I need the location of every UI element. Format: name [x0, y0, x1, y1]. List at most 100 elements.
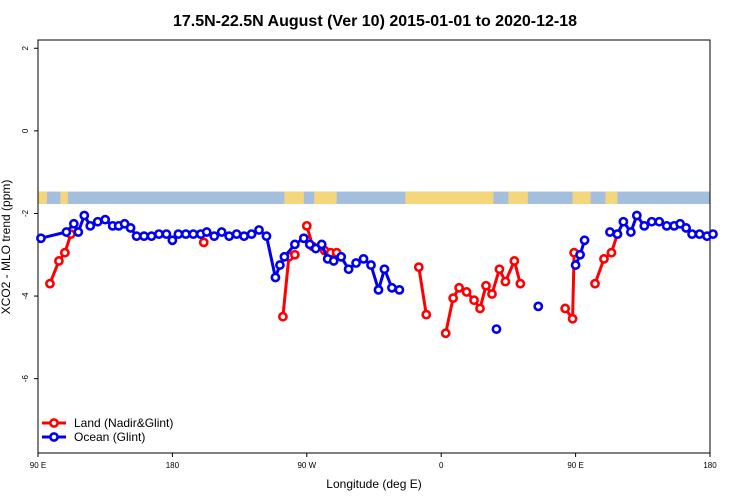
data-point — [560, 303, 571, 314]
y-tick-label: -2 — [21, 209, 30, 217]
data-point — [631, 210, 642, 221]
data-point — [224, 231, 235, 242]
data-point — [625, 227, 636, 237]
data-point — [59, 247, 70, 258]
land-band — [38, 191, 47, 204]
legend-marker — [49, 418, 59, 428]
data-point — [448, 293, 459, 304]
data-point — [599, 253, 609, 264]
legend: Land (Nadir&Glint)Ocean (Glint) — [42, 416, 173, 444]
legend-label: Land (Nadir&Glint) — [74, 416, 173, 430]
data-point — [681, 223, 692, 233]
data-point — [54, 256, 64, 266]
data-point — [461, 287, 472, 297]
data-point — [289, 239, 300, 250]
data-point — [509, 256, 520, 266]
data-point — [366, 260, 376, 270]
land-band — [508, 191, 528, 204]
legend-marker — [49, 432, 59, 442]
data-point — [515, 278, 526, 289]
data-point — [328, 256, 339, 266]
data-point — [379, 264, 390, 275]
data-point — [188, 229, 199, 240]
data-point — [173, 229, 184, 240]
data-point — [646, 216, 657, 227]
data-point — [146, 231, 157, 242]
plot-frame — [37, 39, 711, 454]
chart-title: 17.5N-22.5N August (Ver 10) 2015-01-01 t… — [173, 13, 577, 30]
land-band — [405, 191, 494, 204]
data-point — [590, 278, 600, 289]
data-point — [279, 251, 290, 262]
y-axis: 2 0 -2 -4 -6 — [21, 45, 38, 382]
data-point — [373, 284, 384, 295]
land-band — [284, 191, 304, 204]
x-axis: 90 E 180 90 W 0 90 E 180 — [30, 453, 717, 470]
data-point — [161, 229, 172, 240]
data-point — [316, 239, 327, 250]
data-point — [270, 272, 281, 283]
data-point — [421, 309, 432, 320]
series-land — [45, 220, 623, 339]
data-point — [180, 229, 191, 240]
data-point — [694, 229, 705, 240]
data-point — [661, 220, 672, 231]
series-line — [48, 233, 73, 285]
data-point — [73, 227, 84, 237]
data-point — [413, 262, 424, 273]
data-point — [275, 260, 285, 270]
data-point — [231, 229, 242, 240]
data-point — [278, 311, 288, 322]
data-point — [575, 249, 585, 260]
land-sea-strip — [38, 191, 710, 204]
land-band — [60, 191, 68, 204]
x-tick-label: 90 W — [297, 461, 316, 470]
land-band — [572, 191, 591, 204]
data-point — [298, 233, 309, 244]
data-point — [579, 235, 590, 246]
data-point — [639, 220, 650, 231]
data-point — [343, 264, 354, 275]
data-point — [254, 225, 264, 235]
data-point — [494, 264, 505, 275]
x-tick-label: 90 E — [30, 461, 46, 470]
data-point — [469, 295, 479, 306]
y-tick-label: -4 — [21, 292, 30, 300]
data-point — [533, 301, 544, 312]
data-point — [36, 233, 46, 244]
data-point — [687, 229, 697, 240]
x-tick-label: 90 E — [567, 461, 583, 470]
data-point — [139, 231, 149, 242]
data-point — [612, 229, 623, 240]
series-line — [417, 266, 428, 315]
x-tick-label: 180 — [703, 461, 717, 470]
series-ocean — [36, 210, 718, 334]
data-point — [475, 303, 485, 314]
y-tick-label: 2 — [21, 45, 30, 50]
data-point — [198, 237, 209, 248]
y-axis-label: XCO2 - MLO trend (ppm) — [0, 180, 13, 315]
data-point — [216, 227, 227, 237]
data-point — [491, 324, 502, 334]
data-point — [394, 284, 405, 295]
data-point — [301, 220, 312, 231]
data-point — [500, 276, 511, 287]
data-point — [85, 220, 96, 231]
data-point — [125, 223, 136, 233]
data-point — [440, 328, 451, 339]
x-axis-label: Longitude (deg E) — [326, 477, 421, 491]
data-point — [387, 282, 397, 293]
x-tick-label: 180 — [166, 461, 180, 470]
data-point — [239, 231, 249, 242]
data-point — [618, 216, 629, 227]
y-tick-label: -6 — [21, 375, 30, 383]
data-point — [481, 280, 491, 291]
data-point — [246, 229, 257, 240]
data-point — [454, 282, 465, 293]
ocean-band — [38, 191, 710, 204]
data-point — [351, 258, 361, 268]
data-point — [68, 218, 79, 229]
data-point — [567, 313, 578, 324]
data-point — [167, 235, 178, 246]
